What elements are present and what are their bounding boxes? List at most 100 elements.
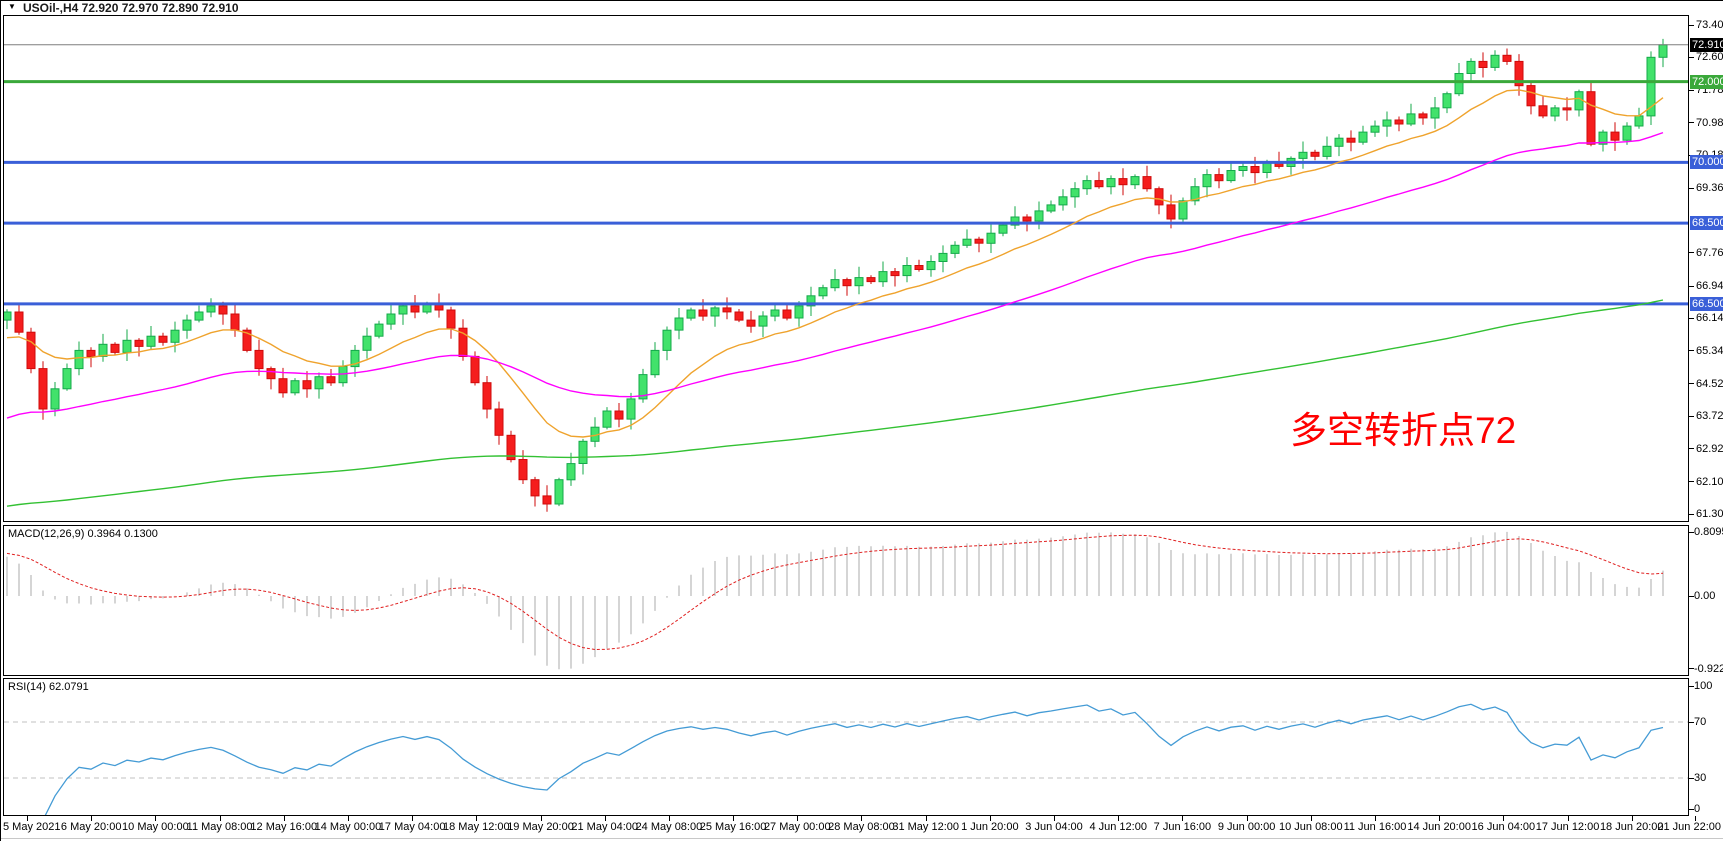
- price-axis-tick: [1689, 122, 1694, 124]
- price-axis-label: 65.340: [1696, 344, 1723, 357]
- rsi-canvas[interactable]: [4, 679, 1688, 815]
- chart-header: ▼ USOil-,H4 72.920 72.970 72.890 72.910: [1, 1, 1723, 15]
- time-axis-label: 16 Jun 04:00: [1471, 821, 1536, 833]
- price-badge: 70.000: [1690, 155, 1723, 170]
- rsi-axis-tick: [1689, 685, 1694, 687]
- time-axis-tick: [1567, 816, 1569, 821]
- rsi-axis-tick: [1689, 808, 1694, 810]
- price-axis-label: 66.140: [1696, 312, 1723, 325]
- rsi-axis-tick: [1689, 721, 1694, 723]
- time-axis-label: 3 Jun 04:00: [1025, 821, 1083, 833]
- time-axis-label: 14 May 00:00: [314, 821, 382, 833]
- time-axis-label: 21 May 04:00: [571, 821, 639, 833]
- macd-axis-tick: [1689, 595, 1694, 597]
- time-axis-tick: [540, 816, 542, 821]
- price-axis-label: 62.920: [1696, 442, 1723, 455]
- price-axis-tick: [1689, 89, 1694, 91]
- price-axis-label: 61.300: [1696, 508, 1723, 521]
- rsi-axis-tick: [1689, 777, 1694, 779]
- time-axis-tick: [604, 816, 606, 821]
- time-axis-label: 6 May 20:00: [60, 821, 122, 833]
- main-chart-canvas[interactable]: [4, 16, 1688, 521]
- macd-axis-label: 0.8095: [1694, 526, 1723, 539]
- time-axis-label: 10 Jun 08:00: [1278, 821, 1343, 833]
- bottom-divider: [1, 838, 1723, 839]
- price-axis-label: 70.980: [1696, 116, 1723, 129]
- macd-axis-label: 0.00: [1694, 590, 1716, 602]
- time-axis-label: 17 Jun 12:00: [1535, 821, 1600, 833]
- time-axis-tick: [476, 816, 478, 821]
- time-axis-tick: [797, 816, 799, 821]
- time-axis-tick: [1310, 816, 1312, 821]
- time-axis-tick: [989, 816, 991, 821]
- time-axis-label: 18 Jun 20:00: [1599, 821, 1664, 833]
- time-axis-tick: [155, 816, 157, 821]
- rsi-panel[interactable]: RSI(14) 62.0791: [3, 678, 1689, 816]
- time-axis-tick: [1182, 816, 1184, 821]
- rsi-axis-label: 30: [1694, 772, 1707, 784]
- price-axis-tick: [1689, 415, 1694, 417]
- rsi-axis-label: 100: [1694, 680, 1713, 692]
- price-axis-tick: [1689, 56, 1694, 58]
- rsi-label: RSI(14) 62.0791: [8, 681, 89, 693]
- time-axis-label: 11 Jun 16:00: [1343, 821, 1407, 833]
- time-axis-label: 4 Jun 12:00: [1089, 821, 1147, 833]
- time-axis-label: 11 May 08:00: [186, 821, 253, 833]
- time-axis-label: 24 May 08:00: [635, 821, 703, 833]
- time-axis-label: 9 Jun 00:00: [1217, 821, 1276, 833]
- time-axis-tick: [412, 816, 414, 821]
- time-axis-label: 10 May 00:00: [122, 821, 189, 833]
- price-badge: 72.910: [1690, 37, 1723, 52]
- time-axis-tick: [347, 816, 349, 821]
- time-axis-label: 17 May 04:00: [378, 821, 446, 833]
- price-axis-tick: [1689, 317, 1694, 319]
- price-badge: 72.000: [1690, 74, 1723, 89]
- macd-axis-tick: [1689, 668, 1694, 670]
- time-axis-tick: [1374, 816, 1376, 821]
- time-axis-label: 1 Jun 20:00: [961, 821, 1019, 833]
- time-axis-tick: [1631, 816, 1633, 821]
- time-axis-tick: [668, 816, 670, 821]
- macd-canvas[interactable]: [4, 526, 1688, 675]
- price-axis-tick: [1689, 24, 1694, 26]
- time-axis-label: 14 Jun 20:00: [1407, 821, 1471, 833]
- time-axis-label: 27 May 00:00: [763, 821, 831, 833]
- time-axis-tick: [1503, 816, 1505, 821]
- time-axis-label: 31 May 12:00: [892, 821, 959, 833]
- symbol-dropdown-icon[interactable]: ▼: [8, 2, 16, 11]
- time-axis-label: 21 Jun 22:00: [1657, 821, 1721, 833]
- time-axis-label: 18 May 12:00: [443, 821, 510, 833]
- symbol-ohlc-line: USOil-,H4 72.920 72.970 72.890 72.910: [23, 1, 239, 15]
- time-axis-tick: [925, 816, 927, 821]
- price-axis-tick: [1689, 154, 1694, 156]
- price-axis-label: 69.360: [1696, 182, 1723, 195]
- time-axis-tick: [861, 816, 863, 821]
- main-chart-panel[interactable]: 多空转折点72: [3, 15, 1689, 522]
- price-axis-tick: [1689, 481, 1694, 483]
- price-axis-label: 63.720: [1696, 410, 1723, 423]
- price-badge: 66.500: [1690, 296, 1723, 311]
- time-axis-label: 12 May 16:00: [250, 821, 318, 833]
- rsi-axis-label: 70: [1694, 716, 1707, 728]
- price-axis-label: 62.100: [1696, 475, 1723, 488]
- price-badge: 68.500: [1690, 216, 1723, 231]
- time-axis-label: 25 May 16:00: [699, 821, 767, 833]
- time-axis-tick: [1695, 816, 1696, 821]
- time-axis-tick: [219, 816, 221, 821]
- time-axis-tick: [733, 816, 735, 821]
- price-axis-label: 73.400: [1696, 19, 1723, 31]
- time-axis-tick: [1054, 816, 1056, 821]
- price-axis-tick: [1689, 448, 1694, 450]
- macd-axis-tick: [1689, 531, 1694, 533]
- time-axis-label: 28 May 08:00: [828, 821, 895, 833]
- time-axis-tick: [1439, 816, 1441, 821]
- macd-panel[interactable]: MACD(12,26,9) 0.3964 0.1300: [3, 525, 1689, 676]
- macd-label: MACD(12,26,9) 0.3964 0.1300: [8, 528, 158, 540]
- price-axis-label: 64.520: [1696, 377, 1723, 390]
- price-axis-label: 72.600: [1696, 51, 1723, 64]
- time-axis-label: 7 Jun 16:00: [1153, 821, 1212, 833]
- time-axis-label: 19 May 20:00: [507, 821, 574, 833]
- time-axis-tick: [283, 816, 285, 821]
- rsi-axis-label: 0: [1694, 803, 1701, 815]
